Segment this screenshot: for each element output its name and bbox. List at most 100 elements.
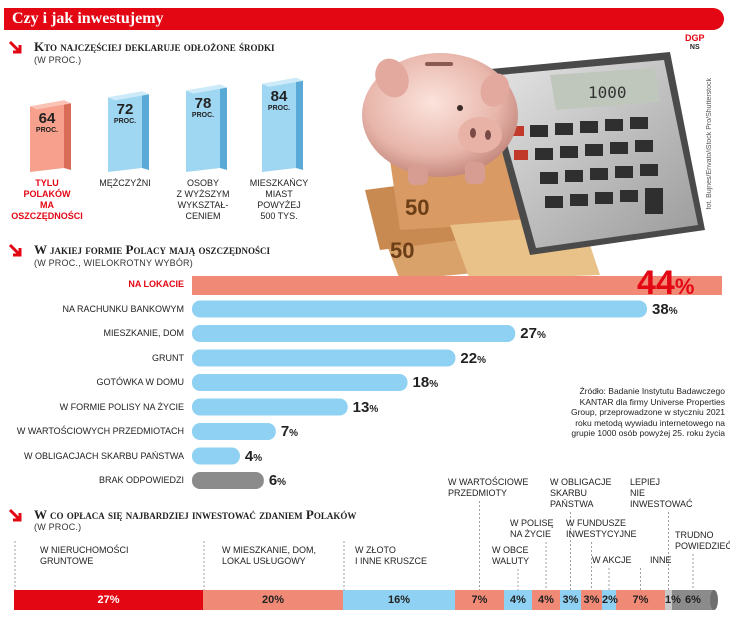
bar-label: grunt: [152, 352, 184, 363]
bar-label: na rachunku bankowym: [62, 303, 184, 314]
piggy-icon: [362, 53, 518, 185]
strip-segment-7: [581, 590, 602, 610]
strip-category-label: w nieruchomości gruntowe: [40, 545, 129, 566]
brand-line-2: NS: [689, 44, 700, 51]
pillar-3: [262, 77, 303, 172]
bar-label: gotówka w domu: [96, 377, 185, 387]
source-note: Źródło: Badanie Instytutu Badawczego KAN…: [570, 386, 725, 438]
strip-segment-6: [560, 590, 581, 610]
horizontal-bar-chart: [192, 276, 722, 489]
pillar-2: [186, 84, 227, 172]
strip-category-label: lepiej nie inwestować: [630, 477, 693, 509]
pillar-value: 78: [194, 94, 212, 112]
bar-label: w formie polisy na życie: [59, 401, 184, 412]
bar-label: w obligacjach skarbu państwa: [23, 450, 184, 461]
pillar-value: 64: [38, 110, 56, 128]
pillar-side: [220, 84, 227, 170]
section3-subtitle: (w proc.): [34, 522, 82, 532]
strip-segment-3: [455, 590, 504, 610]
strip-category-label: w mieszkanie, dom, lokal usługowy: [222, 545, 317, 566]
strip-category-label: w złoto i inne kruszce: [355, 545, 428, 566]
strip-segment-8: [602, 590, 616, 610]
strip-segment-9: [616, 590, 665, 610]
strip-end-cap: [710, 590, 718, 610]
pillar-unit: proc.: [35, 127, 59, 135]
piggy-bank-photo: 50 50 1000: [362, 52, 705, 280]
bar-1: [192, 300, 647, 318]
brand-line-1: DGP: [685, 33, 705, 43]
strip-category-label: w akcje: [592, 555, 632, 565]
strip-value: 20%: [261, 594, 285, 606]
section1-subtitle: (w proc.): [34, 55, 82, 65]
strip-segment-0: [14, 590, 203, 610]
svg-text:50: 50: [390, 238, 414, 263]
section3-title: W co opłaca się najbardziej inwestować z…: [34, 507, 357, 522]
bar-value: 44%: [637, 264, 695, 302]
pillar-value: 84: [270, 87, 288, 105]
pillar-label: osoby z wyższym wykształ-ceniem: [176, 178, 230, 221]
bar-value: 18%: [412, 374, 439, 391]
strip-value: 2%: [602, 594, 618, 606]
pillar-0: [30, 100, 71, 172]
strip-value: 4%: [510, 594, 526, 606]
strip-category-label: inne: [650, 555, 672, 565]
pillar-chart: [30, 77, 303, 172]
strip-value: 3%: [562, 594, 579, 606]
bar-value: 38%: [652, 300, 678, 318]
bar-value: 22%: [460, 349, 486, 367]
pillar-label: mieszkańcy miast powyżej 500 tys.: [249, 178, 309, 221]
strip-category-label: w wartościowe przedmioty: [448, 477, 529, 498]
strip-category-label: trudno powiedzieć: [675, 530, 730, 551]
red-arrow-icon: [8, 508, 22, 522]
bar-8: [192, 472, 264, 489]
bar-7: [192, 447, 240, 465]
bar-label: w wartościowych przedmiotach: [16, 426, 184, 436]
pillar-label: tylu Polaków ma oszczędności: [11, 178, 83, 221]
brand-logo: DGP NS: [685, 33, 705, 53]
pillar-value: 72: [116, 101, 134, 119]
pillar-unit: proc.: [113, 118, 137, 126]
pillar-side: [142, 91, 149, 170]
bar-2: [192, 325, 516, 342]
bar-value: 6%: [268, 472, 287, 489]
bar-na-lokacie: [192, 276, 722, 295]
strip-value: 4%: [538, 594, 554, 606]
strip-segment-2: [343, 590, 455, 610]
strip-value: 6%: [685, 594, 701, 606]
bar-value: 27%: [520, 325, 546, 342]
pillar-unit: proc.: [267, 104, 291, 112]
pillar-side: [64, 100, 71, 170]
bar-5: [192, 398, 348, 416]
strip-value: 27%: [97, 594, 120, 606]
section2-subtitle: (w proc., wielokrotny wybór): [34, 258, 193, 268]
strip-value: 3%: [583, 594, 600, 606]
section2-title: W jakiej formie Polacy mają oszczędności: [34, 242, 270, 257]
bar-value: 13%: [352, 398, 379, 416]
page-title: Czy i jak inwestujemy: [12, 10, 164, 27]
strip-value: 16%: [387, 594, 411, 606]
bar-label: na lokacie: [128, 279, 184, 289]
calculator-icon: 1000: [480, 52, 705, 255]
bar-value: 7%: [280, 423, 299, 440]
stacked-strip-chart: [14, 501, 718, 610]
strip-category-label: w polisę na życie: [510, 518, 554, 539]
bar-label: mieszkanie, dom: [103, 328, 184, 338]
pillar-side: [296, 77, 303, 170]
red-arrow-icon: [8, 40, 22, 54]
strip-segment-5: [532, 590, 560, 610]
bar-label: brak odpowiedzi: [98, 475, 184, 485]
red-arrow-icon: [8, 243, 22, 257]
pillar-top: [30, 100, 71, 110]
svg-text:50: 50: [405, 195, 429, 220]
pillar-front: [262, 77, 296, 172]
pillar-front: [186, 84, 220, 172]
bar-6: [192, 423, 276, 440]
bar-3: [192, 349, 456, 367]
pillar-1: [108, 91, 149, 172]
strip-segment-10: [665, 590, 672, 610]
strip-value: 7%: [471, 594, 488, 606]
pillar-label: mężczyźni: [99, 178, 151, 188]
pillar-unit: proc.: [191, 111, 215, 119]
strip-category-label: w obligacje skarbu państwa: [550, 477, 612, 509]
strip-value: 1%: [665, 594, 681, 606]
